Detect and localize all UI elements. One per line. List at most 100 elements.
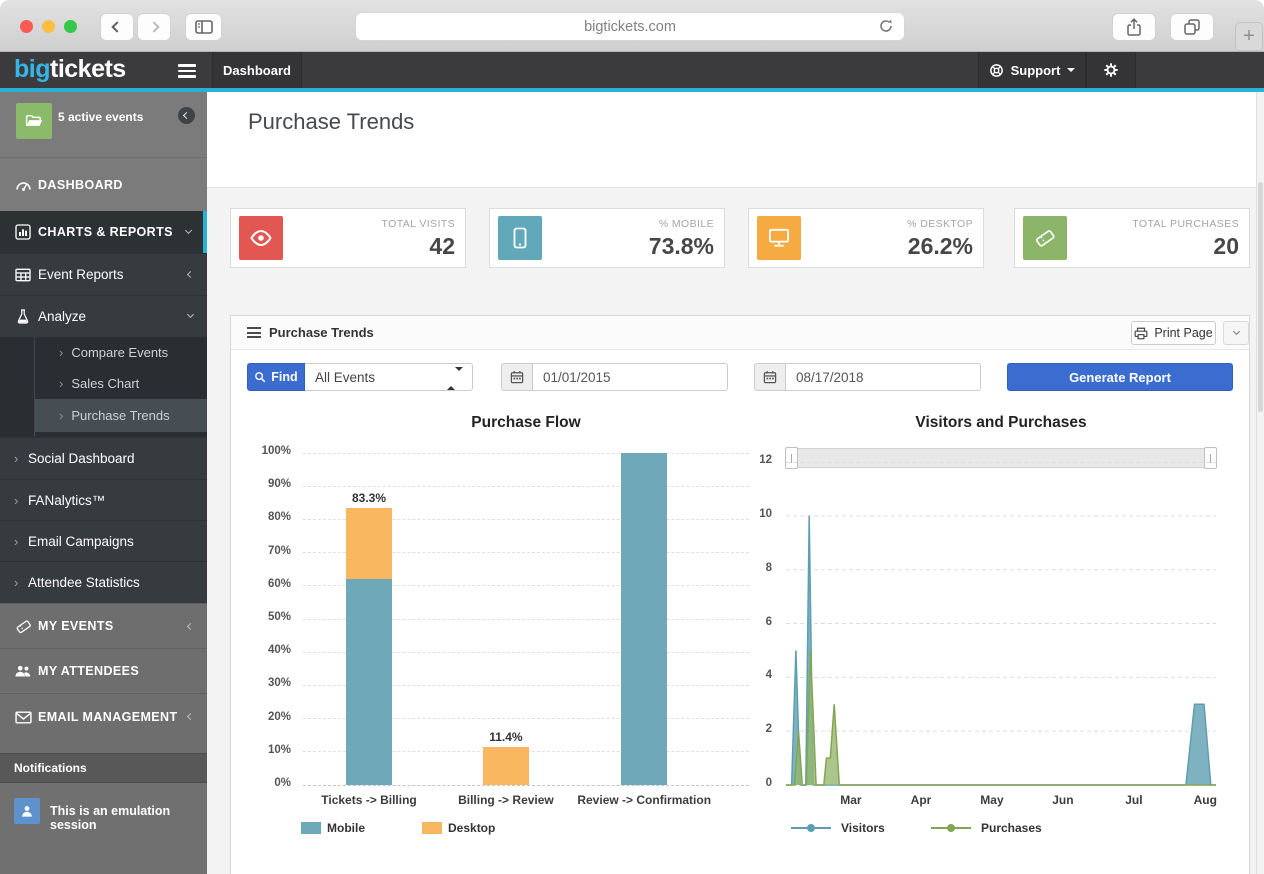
speedometer-icon [14,176,32,194]
date-from-input[interactable] [533,363,728,391]
sidebar-item-my-attendees[interactable]: MY ATTENDEES [0,648,207,693]
panel-options-button[interactable] [1223,321,1249,345]
page-title: Purchase Trends [248,109,414,135]
panel-header: Purchase Trends Print Page [231,316,1249,350]
notifications-header: Notifications [0,753,207,783]
purchase-flow-y-axis: 0%10%20%30%40%50%60%70%80%90%100% [251,453,297,785]
address-bar[interactable]: bigtickets.com [355,12,905,41]
menu-toggle-button[interactable] [178,64,196,81]
flask-icon [14,308,32,326]
bar-segment[interactable] [346,508,392,579]
scrollbar-thumb[interactable] [1258,182,1263,412]
sidebar-item-my-events[interactable]: MY EVENTS [0,603,207,648]
purchase-flow-chart[interactable]: 83.3%11.4% [303,453,749,785]
chevron-left-icon [183,112,190,119]
notification-text: This is an emulation session [50,804,207,832]
forward-icon [148,21,159,32]
minimize-window-button[interactable] [42,20,55,33]
back-button[interactable] [100,13,134,41]
angle-right-icon: › [59,376,63,391]
angle-right-icon: › [59,408,63,423]
sidebar-item-analyze[interactable]: Analyze [0,295,207,337]
purchases-area [786,650,1216,785]
caret-down-icon [1067,68,1075,72]
angle-right-icon: › [14,534,18,549]
table-icon [14,266,32,284]
date-to-input[interactable] [786,363,981,391]
tab-dashboard[interactable]: Dashboard [212,52,302,88]
sidebar-item-fanalytics[interactable]: › FANalytics™ [0,479,207,520]
angle-right-icon: › [14,575,18,590]
bigtickets-logo[interactable]: bigtickets [14,55,126,84]
printer-icon [1134,327,1148,340]
new-tab-button[interactable]: + [1235,22,1263,51]
visitors-purchases-chart[interactable] [786,462,1216,785]
visitors-purchases-title: Visitors and Purchases [786,414,1216,432]
browser-chrome: bigtickets.com + [0,0,1264,52]
stat-card-total-purchases: TOTAL PURCHASES 20 [1014,208,1250,268]
find-button[interactable]: Find [247,363,305,391]
sidebar-item-sales-chart[interactable]: › Sales Chart [35,368,207,399]
forward-button[interactable] [137,13,171,41]
folder-open-icon [25,113,43,129]
sidebar-collapse-button[interactable] [178,107,195,124]
calendar-icon [754,363,786,391]
chevron-down-icon [187,311,194,318]
share-icon [1126,18,1142,36]
support-menu[interactable]: Support [978,52,1086,88]
sidebar-item-charts-reports[interactable]: CHARTS & REPORTS [0,211,207,253]
month-label: Jul [1109,793,1159,807]
month-label: Aug [1180,793,1230,807]
settings-button[interactable] [1086,52,1136,88]
select-arrows-icon [447,371,463,386]
sidebar-item-email-management[interactable]: EMAIL MANAGEMENT [0,693,207,753]
event-select[interactable]: All Events [305,363,473,391]
ticket-icon [1023,216,1067,260]
chevron-left-icon [187,622,194,629]
bar-segment[interactable] [621,453,667,785]
active-events-label: 5 active events [58,110,143,124]
print-page-button[interactable]: Print Page [1131,321,1216,345]
generate-report-button[interactable]: Generate Report [1007,363,1233,391]
bar-segment[interactable] [346,579,392,785]
sidebar-toggle-button[interactable] [185,13,222,41]
user-icon [14,798,40,824]
zoom-window-button[interactable] [64,20,77,33]
category-label: Review -> Confirmation [564,793,724,807]
purchase-trends-panel: Purchase Trends Print Page Find Al [230,315,1250,874]
refresh-icon[interactable] [878,18,894,38]
share-button[interactable] [1112,13,1156,41]
visitors-legend-line[interactable] [791,827,831,829]
sidebar-item-dashboard[interactable]: DASHBOARD [0,157,207,211]
ticket-icon [14,617,32,635]
sidebar-item-social-dashboard[interactable]: › Social Dashboard [0,437,207,479]
sidebar-item-compare-events[interactable]: › Compare Events [35,337,207,368]
angle-right-icon: › [59,345,63,360]
page-header: Purchase Trends [207,92,1256,188]
notification-item[interactable]: This is an emulation session [0,783,207,874]
page-scrollbar[interactable] [1256,92,1264,874]
stat-card-total-visits: TOTAL VISITS 42 [230,208,466,268]
panel-menu-icon[interactable] [247,327,261,341]
mobile-legend-swatch[interactable] [301,822,321,834]
sidebar-item-attendee-statistics[interactable]: › Attendee Statistics [0,561,207,603]
sidebar-item-event-reports[interactable]: Event Reports [0,253,207,295]
chevron-down-icon [1232,327,1239,334]
users-icon [14,662,32,680]
mobile-icon [498,216,542,260]
desktop-legend-swatch[interactable] [422,822,442,834]
search-icon [254,371,266,383]
chevron-left-icon [187,271,194,278]
back-icon [111,21,122,32]
angle-right-icon: › [14,493,18,508]
url-text: bigtickets.com [584,19,676,35]
sidebar-item-purchase-trends[interactable]: › Purchase Trends [35,399,207,432]
bar-segment[interactable] [483,747,529,785]
calendar-icon [501,363,533,391]
purchases-legend-line[interactable] [931,827,971,829]
desktop-icon [757,216,801,260]
active-events-summary[interactable]: 5 active events [0,92,207,157]
close-window-button[interactable] [20,20,33,33]
tab-overview-button[interactable] [1170,13,1214,41]
sidebar-item-email-campaigns[interactable]: › Email Campaigns [0,520,207,561]
